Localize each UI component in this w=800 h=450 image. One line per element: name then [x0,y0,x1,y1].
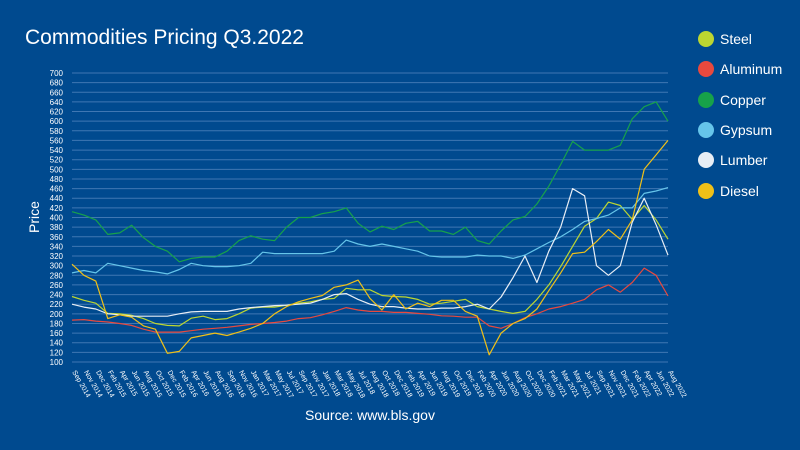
y-axis-ticks: 1001201401601802002202402602803003203403… [50,69,64,367]
legend: Steel Aluminum Copper Gypsum Lumber Dies… [698,24,798,206]
y-tick-label-180: 180 [50,319,64,328]
y-tick-label-260: 260 [50,281,64,290]
y-tick-label-540: 540 [50,146,64,155]
legend-item-steel[interactable]: Steel [698,24,798,54]
legend-marker-diesel [698,182,714,199]
y-tick-label-480: 480 [50,175,64,184]
series-line-copper [71,101,669,263]
legend-marker-copper [698,91,714,108]
legend-item-gypsum[interactable]: Gypsum [698,115,798,145]
y-tick-label-700: 700 [50,69,64,78]
y-tick-label-460: 460 [50,185,64,194]
y-axis-label: Price [26,201,42,233]
y-tick-label-200: 200 [50,310,64,319]
legend-item-aluminum[interactable]: Aluminum [698,54,798,84]
series-line-lumber [71,188,669,317]
y-tick-label-440: 440 [50,194,64,203]
legend-marker-aluminum [698,61,714,78]
y-tick-label-120: 120 [50,348,64,357]
legend-label-copper: Copper [720,91,766,108]
legend-label-steel: Steel [720,31,752,48]
y-tick-label-680: 680 [50,79,64,88]
legend-label-diesel: Diesel [720,182,759,199]
legend-marker-steel [698,31,714,48]
legend-marker-gypsum [698,122,714,139]
gridlines [72,72,668,363]
chart-source: Source: www.bls.gov [305,407,435,423]
y-tick-label-280: 280 [50,271,64,280]
y-tick-label-220: 220 [50,300,64,309]
series-lines [71,101,669,356]
y-tick-label-340: 340 [50,242,64,251]
y-tick-label-140: 140 [50,339,64,348]
legend-item-diesel[interactable]: Diesel [698,175,798,205]
series-line-diesel [71,140,669,356]
y-tick-label-240: 240 [50,291,64,300]
y-tick-label-400: 400 [50,214,64,223]
legend-item-lumber[interactable]: Lumber [698,145,798,175]
legend-label-lumber: Lumber [720,152,768,169]
y-tick-label-520: 520 [50,156,64,165]
y-tick-label-320: 320 [50,252,64,261]
y-tick-label-300: 300 [50,262,64,271]
y-tick-label-580: 580 [50,127,64,136]
y-tick-label-100: 100 [50,358,64,367]
legend-label-aluminum: Aluminum [720,61,783,78]
y-tick-label-660: 660 [50,88,64,97]
legend-marker-lumber [698,152,714,169]
series-line-gypsum [71,187,669,275]
chart-title: Commodities Pricing Q3.2022 [25,26,304,49]
y-tick-label-500: 500 [50,165,64,174]
y-tick-label-420: 420 [50,204,64,213]
legend-item-copper[interactable]: Copper [698,85,798,115]
y-tick-label-620: 620 [50,108,64,117]
y-tick-label-360: 360 [50,233,64,242]
y-tick-label-600: 600 [50,117,64,126]
series-line-steel [71,201,669,327]
legend-label-gypsum: Gypsum [720,122,773,139]
series-line-aluminum [71,267,669,333]
y-tick-label-160: 160 [50,329,64,338]
y-tick-label-640: 640 [50,98,64,107]
y-tick-label-380: 380 [50,223,64,232]
y-tick-label-560: 560 [50,136,64,145]
